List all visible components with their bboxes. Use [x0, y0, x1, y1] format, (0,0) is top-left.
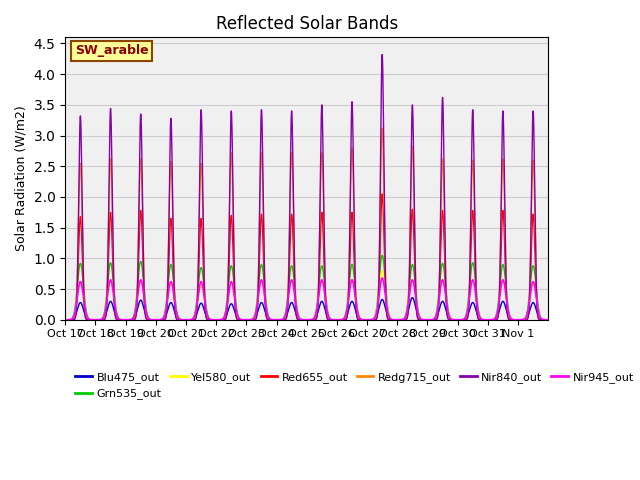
Redg715_out [350, 209, 358, 215]
Grn535_out [378, 252, 386, 258]
Redg715_out [61, 317, 69, 323]
Red655_out [61, 317, 69, 323]
Redg715_out [439, 156, 447, 162]
Redg715_out [161, 314, 169, 320]
Yel580_out [544, 317, 552, 323]
Nir840_out [350, 203, 358, 208]
Nir840_out [161, 316, 169, 322]
Grn535_out [463, 311, 470, 317]
Red655_out [161, 315, 169, 321]
Nir945_out [463, 312, 470, 318]
Grn535_out [324, 310, 332, 316]
Title: Reflected Solar Bands: Reflected Solar Bands [216, 15, 398, 33]
Nir945_out [378, 275, 386, 281]
Redg715_out [378, 125, 386, 131]
Nir840_out [378, 52, 386, 58]
Grn535_out [439, 261, 447, 266]
Nir840_out [544, 317, 552, 323]
Yel580_out [378, 268, 386, 274]
Nir945_out [61, 317, 69, 323]
Nir945_out [439, 277, 447, 283]
Yel580_out [324, 312, 332, 318]
Red655_out [463, 316, 470, 322]
Blu475_out [475, 314, 483, 320]
Grn535_out [350, 271, 358, 277]
Y-axis label: Solar Radiation (W/m2): Solar Radiation (W/m2) [15, 106, 28, 252]
Red655_out [439, 208, 447, 214]
Nir840_out [61, 317, 69, 323]
Red655_out [475, 316, 483, 322]
Text: SW_arable: SW_arable [75, 44, 148, 57]
Red655_out [350, 249, 358, 255]
Nir945_out [161, 310, 169, 316]
Grn535_out [61, 317, 69, 323]
Yel580_out [350, 284, 358, 290]
Yel580_out [439, 277, 447, 283]
Nir840_out [439, 95, 447, 101]
Line: Grn535_out: Grn535_out [65, 255, 548, 320]
Blu475_out [439, 299, 447, 304]
Grn535_out [475, 309, 483, 315]
Blu475_out [463, 315, 470, 321]
Nir840_out [324, 317, 332, 323]
Nir945_out [475, 312, 483, 317]
Grn535_out [161, 307, 169, 312]
Yel580_out [61, 317, 69, 323]
Yel580_out [463, 312, 470, 318]
Yel580_out [161, 310, 169, 316]
Red655_out [378, 191, 386, 197]
Blu475_out [324, 314, 332, 320]
Line: Nir945_out: Nir945_out [65, 278, 548, 320]
Redg715_out [544, 317, 552, 323]
Legend: Blu475_out, Grn535_out, Yel580_out, Red655_out, Redg715_out, Nir840_out, Nir945_: Blu475_out, Grn535_out, Yel580_out, Red6… [71, 368, 638, 404]
Red655_out [544, 317, 552, 323]
Red655_out [324, 316, 332, 322]
Yel580_out [475, 312, 483, 317]
Redg715_out [463, 316, 470, 322]
Nir840_out [463, 317, 470, 323]
Redg715_out [324, 316, 332, 322]
Line: Redg715_out: Redg715_out [65, 128, 548, 320]
Line: Blu475_out: Blu475_out [65, 298, 548, 320]
Blu475_out [408, 295, 416, 300]
Blu475_out [350, 302, 358, 308]
Line: Nir840_out: Nir840_out [65, 55, 548, 320]
Grn535_out [544, 317, 552, 323]
Blu475_out [161, 314, 169, 320]
Blu475_out [544, 317, 552, 323]
Nir945_out [544, 317, 552, 323]
Line: Red655_out: Red655_out [65, 194, 548, 320]
Nir945_out [350, 284, 358, 290]
Line: Yel580_out: Yel580_out [65, 271, 548, 320]
Redg715_out [475, 315, 483, 321]
Nir840_out [475, 317, 483, 323]
Nir945_out [324, 312, 332, 318]
Blu475_out [61, 317, 69, 323]
